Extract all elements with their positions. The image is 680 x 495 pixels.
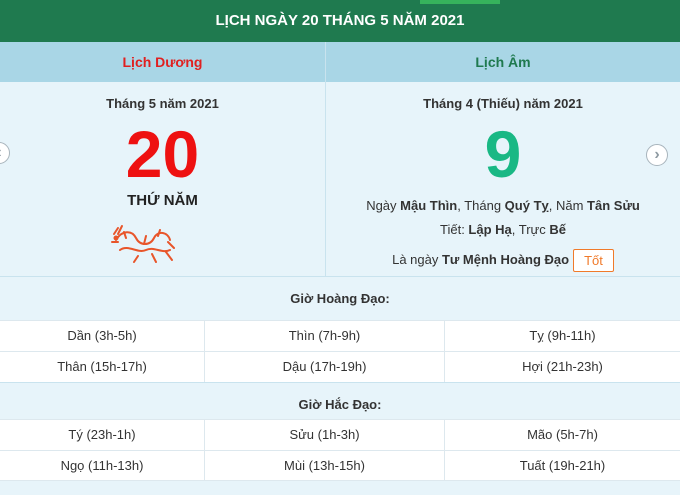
nam-prefix: , Năm xyxy=(548,198,588,213)
dragon-icon xyxy=(111,225,175,263)
hoang-dao-row: Dần (3h-5h) Thìn (7h-9h) Tỵ (9h-11h) xyxy=(0,320,680,351)
hour-cell: Dậu (17h-19h) xyxy=(205,352,445,382)
hour-cell: Hợi (21h-23h) xyxy=(522,359,603,374)
la-ngay-prefix: Là ngày xyxy=(392,251,442,267)
solar-panel: Tháng 5 năm 2021 20 THỨ NĂM xyxy=(0,82,325,276)
next-day-button[interactable]: › xyxy=(646,144,668,166)
hoang-dao-title: Giờ Hoàng Đạo: xyxy=(0,276,680,320)
truc-prefix: , Trực xyxy=(511,222,550,237)
lunar-day-number: 9 xyxy=(484,117,522,191)
hac-dao-row: Tý (23h-1h) Sửu (1h-3h) Mão (5h-7h) xyxy=(0,419,680,450)
weekday-label: THỨ NĂM xyxy=(127,192,198,209)
footer-strip xyxy=(0,480,680,495)
solar-calendar-label: Lịch Dương xyxy=(0,42,325,82)
hour-cell: Ngọ (11h-13h) xyxy=(0,451,205,481)
lunar-month-line: Tháng 4 (Thiếu) năm 2021 xyxy=(423,96,583,111)
hac-dao-row: Ngọ (11h-13h) Mùi (13h-15h) Tuất (19h-21… xyxy=(0,450,680,481)
lunar-panel: Tháng 4 (Thiếu) năm 2021 9 Ngày Mậu Thìn… xyxy=(325,82,680,276)
hour-cell: Dần (3h-5h) xyxy=(0,321,205,351)
tiet-truc-line: Tiết: Lập Hạ, Trực Bế xyxy=(326,222,680,237)
header-accent xyxy=(420,0,500,4)
hour-cell: Thìn (7h-9h) xyxy=(205,321,445,351)
hour-cell: Sửu (1h-3h) xyxy=(205,420,445,450)
ngay-prefix: Ngày xyxy=(366,198,401,213)
tiet-value: Lập Hạ xyxy=(468,222,512,237)
tiet-prefix: Tiết: xyxy=(440,222,469,237)
hoang-dao-row: Thân (15h-17h) Dậu (17h-19h) Hợi (21h-23… xyxy=(0,351,680,382)
solar-day-number: 20 xyxy=(125,117,200,191)
thang-can-chi: Quý Tỵ xyxy=(504,198,549,213)
hour-cell: Mùi (13h-15h) xyxy=(205,451,445,481)
ngay-can-chi: Mậu Thìn xyxy=(400,198,458,213)
page-title: LỊCH NGÀY 20 THÁNG 5 NĂM 2021 xyxy=(215,12,465,29)
hac-dao-title: Giờ Hắc Đạo: xyxy=(0,382,680,426)
thang-prefix: , Tháng xyxy=(457,198,505,213)
nam-can-chi: Tân Sửu xyxy=(587,198,640,213)
solar-month-line: Tháng 5 năm 2021 xyxy=(106,96,219,111)
day-quality-badge: Tốt xyxy=(573,249,614,272)
hour-cell: Mão (5h-7h) xyxy=(527,427,598,442)
hour-cell: Tý (23h-1h) xyxy=(0,420,205,450)
hour-cell: Tuất (19h-21h) xyxy=(519,458,606,473)
lunar-calendar-label: Lịch Âm xyxy=(325,42,680,82)
la-ngay-value: Tư Mệnh Hoàng Đạo xyxy=(441,251,570,267)
page-header: LỊCH NGÀY 20 THÁNG 5 NĂM 2021 xyxy=(0,0,680,42)
can-chi-line: Ngày Mậu Thìn, Tháng Quý Tỵ, Năm Tân Sửu xyxy=(326,198,680,213)
truc-value: Bế xyxy=(549,222,566,237)
hoang-dao-day-line: Là ngày Tư Mệnh Hoàng Đạo Tốt xyxy=(326,249,680,272)
hour-cell: Thân (15h-17h) xyxy=(0,352,205,382)
hour-cell: Tỵ (9h-11h) xyxy=(529,328,596,343)
